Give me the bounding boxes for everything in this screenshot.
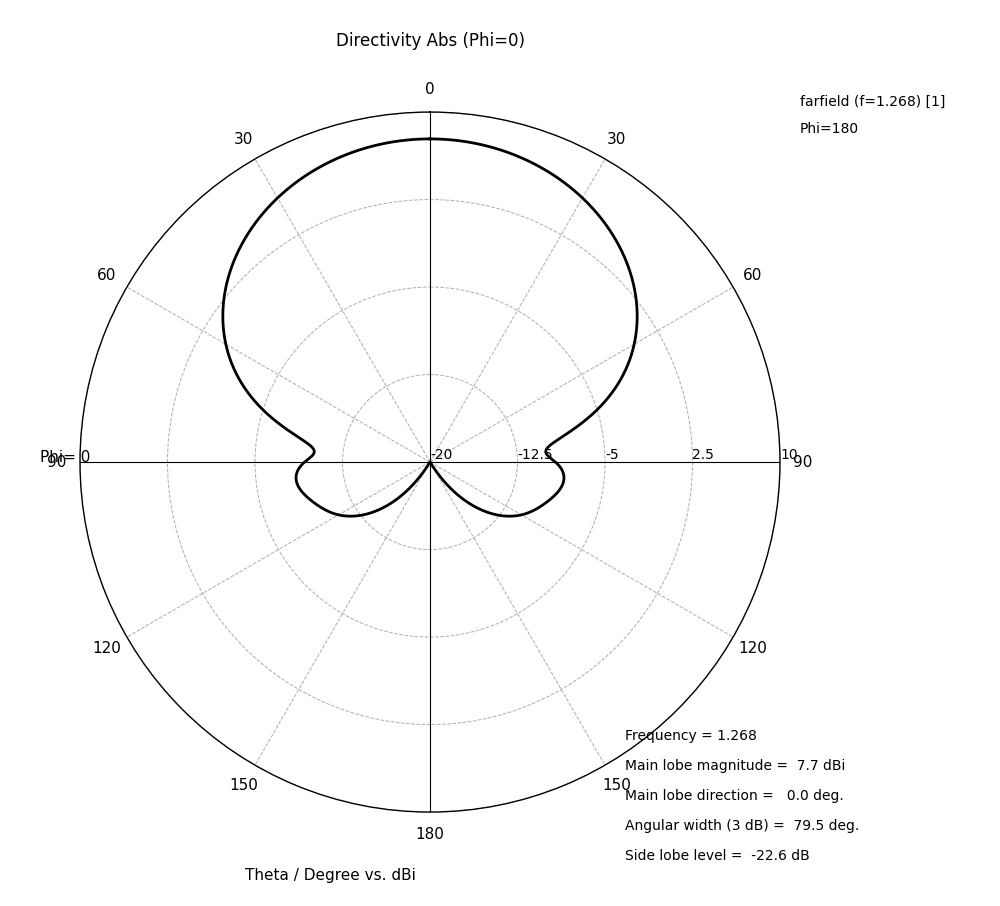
Text: Phi=180: Phi=180 <box>800 122 859 136</box>
Text: Theta / Degree vs. dBi: Theta / Degree vs. dBi <box>245 868 415 883</box>
Text: Main lobe direction =   0.0 deg.: Main lobe direction = 0.0 deg. <box>625 789 844 803</box>
Text: Frequency = 1.268: Frequency = 1.268 <box>625 729 757 743</box>
Text: farfield (f=1.268) [1]: farfield (f=1.268) [1] <box>800 95 945 109</box>
Text: Side lobe level =  -22.6 dB: Side lobe level = -22.6 dB <box>625 849 810 863</box>
Text: Main lobe magnitude =  7.7 dBi: Main lobe magnitude = 7.7 dBi <box>625 759 845 773</box>
Text: Directivity Abs (Phi=0): Directivity Abs (Phi=0) <box>336 32 524 50</box>
Text: Phi= 0: Phi= 0 <box>40 450 90 465</box>
Text: Angular width (3 dB) =  79.5 deg.: Angular width (3 dB) = 79.5 deg. <box>625 819 859 833</box>
